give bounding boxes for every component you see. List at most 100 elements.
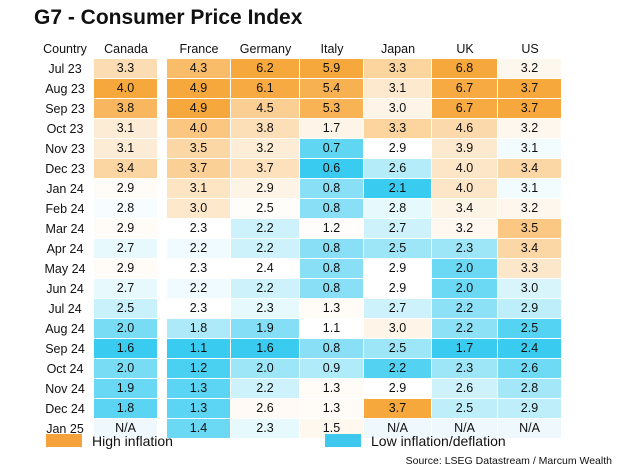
cell-nov-24-germany: 2.2: [231, 379, 299, 398]
cell-jun-24-canada: 2.7: [94, 279, 157, 298]
column-header-france: France: [179, 42, 219, 56]
cell-aug-23-canada: 4.0: [94, 79, 157, 98]
cell-sep-24-france: 1.1: [167, 339, 230, 358]
cell-jul-24-japan: 2.7: [364, 299, 431, 318]
legend-high-label: High inflation: [92, 433, 173, 449]
row-label-oct-24: Oct 24: [46, 362, 84, 376]
cell-nov-23-uk: 3.9: [432, 139, 497, 158]
cell-jul-23-italy: 5.9: [300, 59, 363, 78]
cell-mar-24-japan: 2.7: [364, 219, 431, 238]
cell-sep-24-canada: 1.6: [94, 339, 157, 358]
cell-nov-23-italy: 0.7: [300, 139, 363, 158]
cell-dec-23-uk: 4.0: [432, 159, 497, 178]
cell-dec-23-italy: 0.6: [300, 159, 363, 178]
cell-jun-24-germany: 2.2: [231, 279, 299, 298]
cell-sep-23-germany: 4.5: [231, 99, 299, 118]
header-row-label: Country: [43, 42, 87, 56]
row-label-feb-24: Feb 24: [45, 202, 85, 216]
cell-mar-24-france: 2.3: [167, 219, 230, 238]
cell-dec-24-germany: 2.6: [231, 399, 299, 418]
cell-feb-24-germany: 2.5: [231, 199, 299, 218]
column-header-uk: UK: [456, 42, 474, 56]
cell-oct-23-japan: 3.3: [364, 119, 431, 138]
cell-nov-23-germany: 3.2: [231, 139, 299, 158]
row-label-sep-23: Sep 23: [45, 102, 85, 116]
cell-jul-24-us: 2.9: [498, 299, 561, 318]
legend-low-swatch: [325, 434, 361, 447]
cell-feb-24-italy: 0.8: [300, 199, 363, 218]
cell-dec-23-japan: 2.6: [364, 159, 431, 178]
row-label-dec-23: Dec 23: [45, 162, 85, 176]
cell-oct-23-germany: 3.8: [231, 119, 299, 138]
cell-sep-24-germany: 1.6: [231, 339, 299, 358]
cell-jan-24-france: 3.1: [167, 179, 230, 198]
cell-jun-24-italy: 0.8: [300, 279, 363, 298]
cell-aug-24-germany: 1.9: [231, 319, 299, 338]
cell-nov-24-us: 2.8: [498, 379, 561, 398]
cell-dec-23-france: 3.7: [167, 159, 230, 178]
cell-may-24-canada: 2.9: [94, 259, 157, 278]
cell-sep-24-us: 2.4: [498, 339, 561, 358]
cell-feb-24-france: 3.0: [167, 199, 230, 218]
cell-sep-23-japan: 3.0: [364, 99, 431, 118]
cell-jun-24-us: 3.0: [498, 279, 561, 298]
row-label-apr-24: Apr 24: [46, 242, 84, 256]
cell-jul-23-canada: 3.3: [94, 59, 157, 78]
cell-aug-23-uk: 6.7: [432, 79, 497, 98]
cell-jan-25-italy: 1.5: [300, 419, 363, 438]
cell-nov-23-us: 3.1: [498, 139, 561, 158]
cell-apr-24-canada: 2.7: [94, 239, 157, 258]
column-header-germany: Germany: [239, 42, 292, 56]
cell-nov-23-canada: 3.1: [94, 139, 157, 158]
cell-aug-24-canada: 2.0: [94, 319, 157, 338]
cell-may-24-italy: 0.8: [300, 259, 363, 278]
cell-dec-23-canada: 3.4: [94, 159, 157, 178]
row-label-jan-24: Jan 24: [46, 182, 84, 196]
row-label-may-24: May 24: [44, 262, 86, 276]
cell-apr-24-germany: 2.2: [231, 239, 299, 258]
cell-jul-23-france: 4.3: [167, 59, 230, 78]
cell-dec-24-us: 2.9: [498, 399, 561, 418]
cell-oct-24-us: 2.6: [498, 359, 561, 378]
cell-aug-24-japan: 3.0: [364, 319, 431, 338]
cell-feb-24-us: 3.2: [498, 199, 561, 218]
cell-sep-23-us: 3.7: [498, 99, 561, 118]
cell-jul-24-uk: 2.2: [432, 299, 497, 318]
cell-aug-23-germany: 6.1: [231, 79, 299, 98]
cell-jun-24-france: 2.2: [167, 279, 230, 298]
cell-nov-24-canada: 1.9: [94, 379, 157, 398]
cell-nov-23-japan: 2.9: [364, 139, 431, 158]
cell-jan-25-canada: N/A: [94, 419, 157, 438]
cell-sep-24-japan: 2.5: [364, 339, 431, 358]
cell-mar-24-italy: 1.2: [300, 219, 363, 238]
cell-may-24-japan: 2.9: [364, 259, 431, 278]
cell-oct-24-italy: 0.9: [300, 359, 363, 378]
cell-mar-24-us: 3.5: [498, 219, 561, 238]
cell-mar-24-canada: 2.9: [94, 219, 157, 238]
cell-jun-24-uk: 2.0: [432, 279, 497, 298]
cell-dec-23-germany: 3.7: [231, 159, 299, 178]
cell-jan-24-germany: 2.9: [231, 179, 299, 198]
row-label-aug-23: Aug 23: [45, 82, 85, 96]
cell-may-24-france: 2.3: [167, 259, 230, 278]
cell-jul-23-germany: 6.2: [231, 59, 299, 78]
cell-oct-24-japan: 2.2: [364, 359, 431, 378]
cell-mar-24-uk: 3.2: [432, 219, 497, 238]
cell-apr-24-france: 2.2: [167, 239, 230, 258]
cell-dec-24-france: 1.3: [167, 399, 230, 418]
cell-jul-23-japan: 3.3: [364, 59, 431, 78]
row-label-oct-23: Oct 23: [46, 122, 84, 136]
cell-oct-24-canada: 2.0: [94, 359, 157, 378]
cell-jan-24-us: 3.1: [498, 179, 561, 198]
chart-title: G7 - Consumer Price Index: [34, 6, 303, 29]
row-label-aug-24: Aug 24: [45, 322, 85, 336]
row-label-mar-24: Mar 24: [45, 222, 85, 236]
cell-apr-24-japan: 2.5: [364, 239, 431, 258]
source-note: Source: LSEG Datastream / Marcum Wealth: [405, 455, 612, 467]
cell-jan-25-japan: N/A: [364, 419, 431, 438]
cell-sep-24-italy: 0.8: [300, 339, 363, 358]
cell-aug-23-japan: 3.1: [364, 79, 431, 98]
cell-oct-23-canada: 3.1: [94, 119, 157, 138]
cell-feb-24-japan: 2.8: [364, 199, 431, 218]
cell-jul-24-italy: 1.3: [300, 299, 363, 318]
